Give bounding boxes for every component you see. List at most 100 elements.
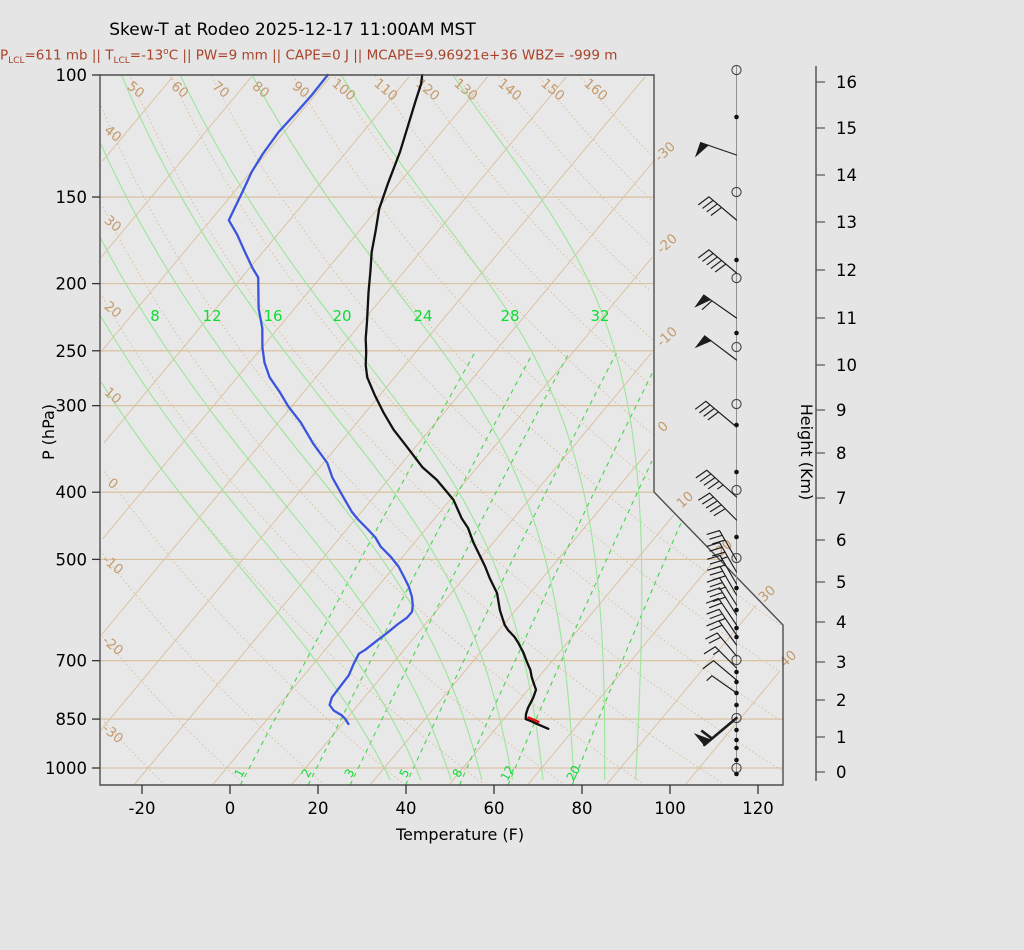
wind-station-dot	[734, 607, 739, 613]
isotherm--20C	[212, 256, 653, 786]
moist-adiabat-label: 12	[202, 307, 221, 325]
barb-half-feather	[712, 650, 720, 656]
temperature-tick-label: 20	[308, 799, 329, 818]
height-tick-label: 3	[836, 653, 847, 672]
pressure-tick-label: 100	[56, 66, 88, 85]
barb-feather	[710, 207, 722, 216]
height-tick-label: 15	[836, 119, 857, 138]
dewpoint-curve	[227, 73, 414, 726]
barb-feather	[706, 256, 718, 266]
barb-staff	[709, 492, 738, 521]
mixing-ratio-line-8	[458, 370, 654, 786]
pressure-tick-label: 850	[56, 710, 88, 729]
isotherm-10C	[448, 514, 675, 786]
barb-staff	[719, 565, 738, 596]
wind-station-dot	[734, 727, 739, 733]
barb-feather	[705, 597, 719, 604]
isotherm--30C	[133, 160, 655, 786]
barb-feather	[699, 473, 712, 483]
barb-staff	[718, 529, 738, 561]
barb-feather	[701, 496, 714, 505]
wind-barb	[706, 577, 738, 606]
barb-staff	[708, 249, 738, 274]
wind-station-circle	[731, 484, 742, 496]
wind-barb	[695, 469, 738, 498]
moist-adiabat-28C	[341, 75, 606, 780]
barb-flag	[694, 141, 710, 158]
moist-adiabat-12C	[99, 141, 483, 781]
isotherm--60C	[102, 76, 488, 540]
sounding-profiles-group	[227, 73, 550, 730]
subtitle-segment: LCL	[113, 56, 130, 67]
barb-feather	[706, 620, 720, 627]
dry-adiabat-60C	[170, 74, 781, 721]
moist-adiabat-label: 32	[590, 307, 609, 325]
wind-barb	[705, 597, 738, 626]
subtitle-segment: LCL	[8, 56, 25, 67]
wind-station-dot	[734, 771, 739, 777]
chart-subtitle: PLCL=611 mb || TLCL=-13oC || PW=9 mm || …	[0, 47, 617, 67]
pressure-tick-label: 300	[56, 397, 88, 416]
barb-flag	[693, 733, 712, 746]
wind-station-dot	[734, 757, 739, 763]
isotherm--50C	[100, 76, 567, 636]
dry-adiabats-group	[99, 74, 782, 786]
height-tick-label: 1	[836, 728, 847, 747]
barb-feather	[706, 608, 720, 615]
surface-wind-barb	[693, 716, 738, 747]
barb-feather	[703, 646, 716, 655]
dry-adiabat--10C	[99, 549, 326, 786]
isotherms-group	[99, 76, 781, 786]
barb-flag	[694, 294, 712, 308]
moist-adiabat-0C	[101, 382, 391, 781]
barb-feather	[699, 404, 711, 414]
wind-station-circle	[731, 552, 742, 564]
barb-feather	[709, 559, 723, 565]
wind-station-dot	[734, 257, 739, 263]
barb-feather	[714, 263, 727, 273]
wind-barb	[703, 646, 738, 669]
barb-feather	[709, 534, 723, 540]
wind-barb	[706, 529, 738, 561]
wind-station-dot	[734, 625, 739, 631]
barb-feather	[702, 252, 714, 262]
wind-station-circle	[731, 398, 742, 410]
wind-station-dot	[734, 737, 739, 743]
pressure-tick-label: 250	[56, 342, 88, 361]
temperature-axis-title: Temperature (F)	[395, 825, 524, 844]
barb-feather	[710, 260, 722, 269]
wind-station-dot	[734, 745, 739, 751]
wind-station-circle	[731, 64, 742, 76]
pressure-tick-label: 150	[56, 188, 88, 207]
wind-station-dot	[734, 669, 739, 675]
wind-barb	[705, 632, 738, 657]
wind-station-dot	[734, 702, 739, 708]
dry-adiabat-110C	[374, 74, 651, 386]
dry-adiabat-100C	[333, 74, 654, 436]
mixing-ratio-line-2	[307, 352, 534, 786]
wind-barb	[698, 492, 738, 521]
temperature-tick-label: -20	[129, 799, 156, 818]
dry-adiabat-150C	[537, 74, 652, 201]
barb-half-feather	[706, 675, 713, 682]
barb-staff	[708, 196, 738, 221]
mixing-ratio-label: 20	[564, 763, 584, 783]
plot-background	[100, 75, 783, 785]
pressure-tick-label: 1000	[45, 759, 87, 778]
temperature-curve	[364, 73, 550, 730]
barb-staff	[705, 400, 738, 428]
barb-feather	[702, 660, 714, 670]
dry-adiabat--20C	[100, 634, 246, 786]
plot-border	[99, 74, 784, 786]
height-tick-label: 5	[836, 573, 847, 592]
barb-feather	[695, 469, 708, 479]
barb-staff	[706, 469, 738, 498]
isotherm-label-right: 0	[655, 418, 672, 436]
barb-feather	[709, 591, 723, 598]
parcel-red-segment	[527, 716, 540, 724]
barb-feather	[709, 602, 722, 609]
barb-feather	[705, 632, 718, 640]
barb-feather	[709, 624, 723, 631]
wind-barbs-group	[693, 64, 742, 777]
